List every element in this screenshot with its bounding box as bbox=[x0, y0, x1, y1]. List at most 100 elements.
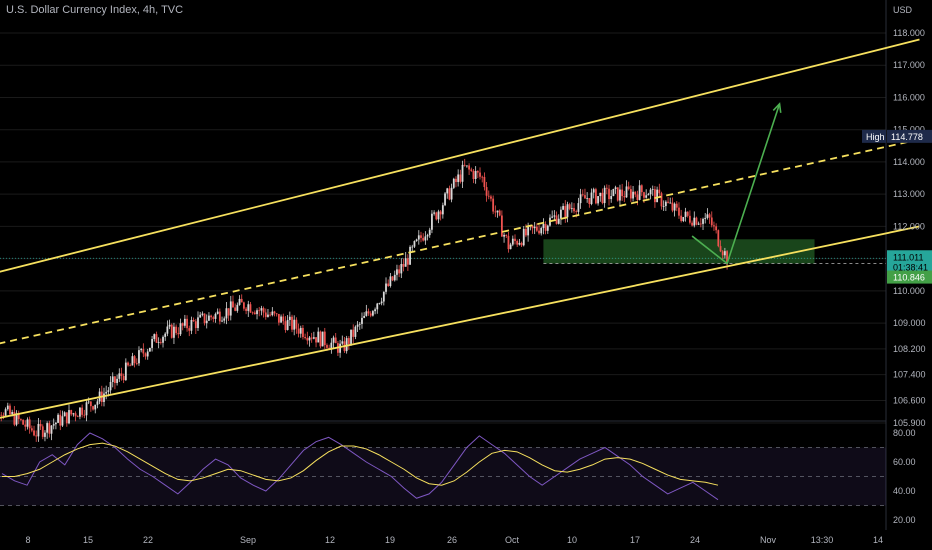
candle-body-122 bbox=[249, 304, 252, 313]
candle-body-87 bbox=[173, 326, 175, 338]
candle-body-335 bbox=[715, 226, 718, 231]
rsi-ma-line bbox=[2, 442, 719, 486]
candle-body-39 bbox=[68, 410, 70, 424]
candle-body-311 bbox=[662, 206, 665, 207]
candle-body-298 bbox=[634, 191, 637, 195]
candle-body-174 bbox=[363, 315, 366, 318]
candle-body-256 bbox=[542, 224, 545, 228]
candle-body-124 bbox=[253, 312, 256, 315]
candle-body-113 bbox=[229, 301, 232, 316]
candle-body-170 bbox=[354, 326, 357, 337]
candle-body-154 bbox=[319, 331, 322, 347]
candle-body-209 bbox=[439, 211, 442, 215]
candle-body-205 bbox=[431, 213, 433, 230]
candle-body-55 bbox=[103, 393, 105, 402]
candle-body-71 bbox=[138, 350, 140, 364]
candle-body-104 bbox=[210, 315, 213, 318]
zone-price-box bbox=[887, 270, 932, 284]
candle-body-18 bbox=[22, 419, 24, 425]
candle-body-243 bbox=[514, 238, 516, 241]
candle-body-119 bbox=[243, 302, 245, 309]
candle-body-168 bbox=[350, 329, 352, 344]
candle-body-142 bbox=[293, 319, 296, 330]
candle-body-202 bbox=[424, 236, 427, 241]
candle-body-86 bbox=[170, 324, 173, 338]
candle-body-223 bbox=[470, 169, 473, 171]
grid-lines bbox=[0, 0, 887, 530]
candle-body-200 bbox=[420, 235, 422, 238]
candle-body-268 bbox=[568, 204, 571, 209]
countdown: 01:38:41 bbox=[893, 262, 928, 272]
candle-body-62 bbox=[118, 373, 121, 379]
candle-body-255 bbox=[540, 227, 543, 234]
candle-body-159 bbox=[330, 342, 333, 350]
candle-body-108 bbox=[218, 311, 221, 322]
candle-body-150 bbox=[310, 337, 313, 339]
candle-body-147 bbox=[304, 336, 307, 339]
candle-body-283 bbox=[601, 192, 604, 204]
candle-body-249 bbox=[527, 225, 530, 236]
candle-body-305 bbox=[649, 189, 652, 195]
candle-body-37 bbox=[63, 412, 66, 417]
candle-body-225 bbox=[474, 171, 477, 180]
candle-body-273 bbox=[579, 194, 582, 204]
candle-body-136 bbox=[280, 316, 282, 323]
candle-body-146 bbox=[302, 327, 304, 337]
candle-body-317 bbox=[675, 203, 678, 208]
time-tick-8: 10 bbox=[567, 535, 577, 545]
candle-body-199 bbox=[417, 235, 420, 240]
projection-arrow-path bbox=[691, 103, 781, 265]
candle-body-237 bbox=[500, 215, 503, 237]
price-tick-11: 107.400 bbox=[893, 370, 926, 380]
candle-body-258 bbox=[546, 225, 549, 231]
candle-body-50 bbox=[92, 406, 94, 410]
candle-body-184 bbox=[385, 283, 387, 292]
candle-body-112 bbox=[227, 308, 230, 316]
candle-body-322 bbox=[686, 211, 689, 216]
candle-body-288 bbox=[612, 188, 615, 197]
candle-body-67 bbox=[129, 365, 132, 367]
candle-body-91 bbox=[181, 323, 184, 326]
candle-body-285 bbox=[605, 187, 608, 189]
candle-body-191 bbox=[400, 264, 403, 274]
candle-body-33 bbox=[54, 422, 57, 425]
candle-body-238 bbox=[503, 234, 505, 237]
candle-body-83 bbox=[164, 333, 167, 337]
high-value-box bbox=[887, 129, 932, 143]
candle-body-10 bbox=[4, 409, 7, 416]
candle-body-139 bbox=[286, 319, 289, 330]
candle-body-176 bbox=[367, 311, 370, 314]
candle-body-254 bbox=[538, 230, 540, 234]
currency-label: USD bbox=[893, 5, 913, 15]
candle-body-284 bbox=[603, 187, 606, 204]
candle-body-117 bbox=[238, 298, 241, 305]
candle-body-208 bbox=[437, 211, 440, 220]
candle-body-114 bbox=[232, 301, 234, 308]
candle-body-28 bbox=[44, 432, 46, 437]
candle-body-196 bbox=[411, 246, 414, 248]
candle-body-13 bbox=[11, 412, 14, 415]
rsi-tick-3: 20.00 bbox=[893, 515, 916, 525]
rsi-tick-0: 80.00 bbox=[893, 428, 916, 438]
candle-body-125 bbox=[256, 310, 258, 315]
candle-body-190 bbox=[398, 269, 401, 274]
candle-body-213 bbox=[448, 188, 451, 200]
candle-body-248 bbox=[525, 228, 527, 236]
candle-body-186 bbox=[389, 276, 392, 286]
candle-body-278 bbox=[590, 192, 593, 205]
candle-body-182 bbox=[380, 301, 383, 304]
candle-body-215 bbox=[452, 178, 455, 188]
candle-body-75 bbox=[146, 351, 149, 357]
candle-body-133 bbox=[273, 311, 276, 314]
candle-body-269 bbox=[570, 207, 573, 209]
candle-body-262 bbox=[555, 215, 558, 224]
candle-body-289 bbox=[614, 187, 617, 189]
channel-lower bbox=[0, 225, 920, 419]
candle-body-183 bbox=[382, 291, 385, 302]
candle-body-31 bbox=[50, 425, 53, 434]
candle-body-148 bbox=[306, 338, 309, 341]
candle-body-57 bbox=[107, 390, 110, 392]
candle-body-264 bbox=[560, 209, 562, 219]
price-tick-12: 106.600 bbox=[893, 395, 926, 405]
